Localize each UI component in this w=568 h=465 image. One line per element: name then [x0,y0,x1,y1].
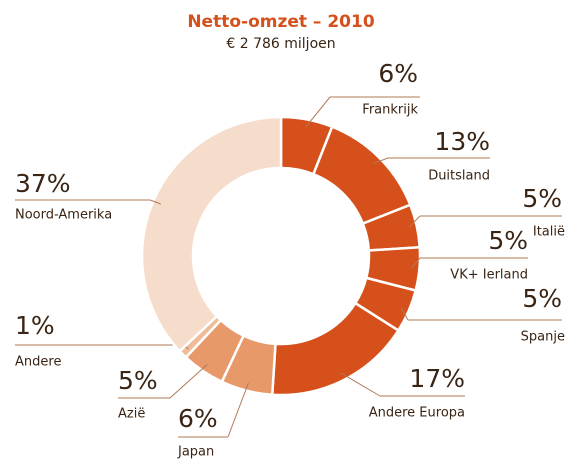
category-label: Frankrijk [362,103,418,118]
leader-line [400,307,409,321]
value-label: 37% [15,169,71,198]
leader-line [305,96,331,128]
category-label: Italië [533,225,565,240]
chart-subtitle: € 2 786 miljoen [226,36,335,52]
category-label: Duitsland [428,169,490,184]
value-label: 5% [488,226,528,255]
category-label: Andere Europa [369,406,465,421]
chart-title: Netto-omzet – 2010 [187,12,375,32]
category-label: VK+ Ierland [450,268,528,283]
category-label: Noord-Amerika [15,208,112,223]
value-label: 6% [378,59,418,88]
leader-line [408,215,421,228]
category-label: Azië [118,407,145,422]
value-label: 5% [118,366,158,395]
category-label: Japan [177,445,214,460]
value-label: 17% [409,364,465,393]
category-label: Andere [15,355,61,370]
leader-line [411,257,421,269]
leader-line [149,199,161,205]
leader-line [340,372,381,397]
value-label: 13% [434,127,490,156]
donut-segment [311,125,412,226]
donut-segment [140,115,283,353]
value-label: 5% [522,184,562,213]
leader-line [373,157,389,164]
value-label: 1% [15,311,55,340]
leader-line [227,382,249,438]
category-label: Spanje [521,330,565,345]
value-label: 5% [522,284,562,313]
leader-line [169,363,208,399]
value-label: 6% [178,404,218,433]
